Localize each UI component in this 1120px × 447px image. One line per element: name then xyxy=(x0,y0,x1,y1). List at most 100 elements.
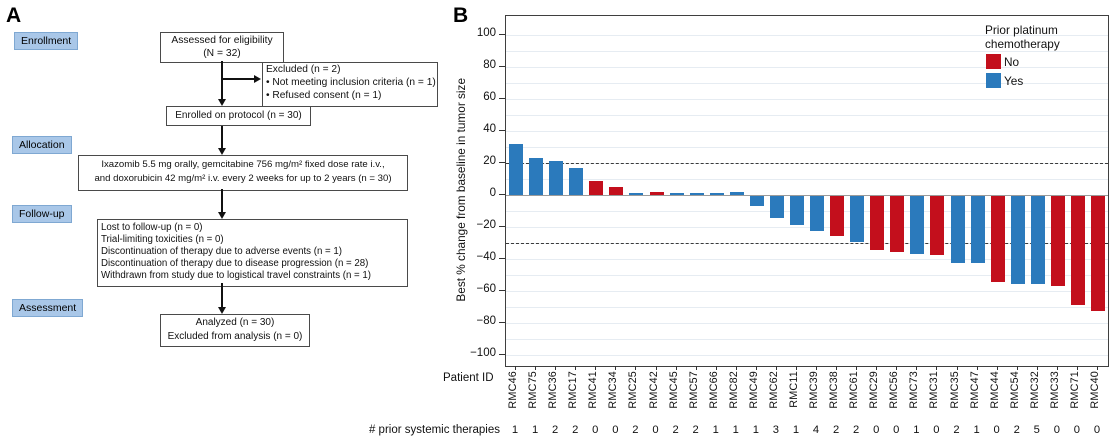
arrow-line-1 xyxy=(221,61,223,100)
bar-RMC34 xyxy=(609,187,624,195)
patient-id-RMC44: RMC44 xyxy=(989,371,1005,421)
bar-RMC46 xyxy=(509,143,524,195)
arrow-head-4 xyxy=(218,307,226,314)
x-tick xyxy=(1016,366,1018,370)
therapies-count-RMC17: 2 xyxy=(572,424,579,436)
x-tick xyxy=(876,366,878,370)
bar-RMC17 xyxy=(569,167,584,195)
bar-RMC36 xyxy=(549,161,564,195)
waterfall-plot-area xyxy=(505,15,1109,367)
patient-id-RMC41: RMC41 xyxy=(587,371,603,421)
patient-id-RMC66: RMC66 xyxy=(708,371,724,421)
therapies-count-RMC56: 0 xyxy=(893,424,900,436)
y-tick-label: 0 xyxy=(489,187,496,199)
box-excluded-line3: • Refused consent (n = 1) xyxy=(266,89,382,101)
patient-id-text: RMC35 xyxy=(948,371,961,409)
x-tick xyxy=(515,366,517,370)
patient-id-RMC34: RMC34 xyxy=(607,371,623,421)
x-tick xyxy=(836,366,838,370)
patient-id-text: RMC49 xyxy=(747,371,760,409)
panel-b-label: B xyxy=(453,4,469,27)
patient-id-text: RMC82 xyxy=(727,371,740,409)
x-tick xyxy=(916,366,918,370)
box-allocation-line1: Ixazomib 5.5 mg orally, gemcitabine 756 … xyxy=(101,159,385,170)
gridline xyxy=(506,115,1108,116)
y-tick-label: 60 xyxy=(483,91,496,103)
patient-id-text: RMC32 xyxy=(1028,371,1041,409)
bar-RMC40 xyxy=(1090,196,1105,312)
patient-id-text: RMC34 xyxy=(607,371,620,409)
patient-id-RMC82: RMC82 xyxy=(728,371,744,421)
patient-id-RMC29: RMC29 xyxy=(868,371,884,421)
patient-id-RMC36: RMC36 xyxy=(547,371,563,421)
patient-id-text: RMC44 xyxy=(988,371,1001,409)
patient-id-text: RMC47 xyxy=(968,371,981,409)
patient-id-RMC57: RMC57 xyxy=(688,371,704,421)
bar-RMC31 xyxy=(930,196,945,256)
gridline xyxy=(506,67,1108,68)
bar-RMC39 xyxy=(810,196,825,232)
bar-RMC75 xyxy=(529,158,544,195)
patient-id-text: RMC31 xyxy=(928,371,941,409)
bar-RMC29 xyxy=(870,196,885,251)
box-assessment: Analyzed (n = 30) Excluded from analysis… xyxy=(160,314,310,347)
arrow-branch-head xyxy=(254,75,261,83)
box-excluded-line1: Excluded (n = 2) xyxy=(266,64,341,75)
y-tick-label: −60 xyxy=(476,283,496,295)
zero-line xyxy=(506,195,1108,196)
patient-id-text: RMC25 xyxy=(627,371,640,409)
gridline xyxy=(506,131,1108,132)
panel-a-label: A xyxy=(6,4,22,27)
y-tick xyxy=(499,98,505,99)
arrow-line-3 xyxy=(221,189,223,212)
patient-id-RMC35: RMC35 xyxy=(949,371,965,421)
gridline xyxy=(506,179,1108,180)
patient-id-RMC17: RMC17 xyxy=(567,371,583,421)
box-followup-line1: Lost to follow-up (n = 0) xyxy=(101,222,203,233)
bar-RMC33 xyxy=(1050,196,1065,286)
arrow-line-4 xyxy=(221,283,223,307)
patient-id-RMC73: RMC73 xyxy=(908,371,924,421)
x-tick xyxy=(956,366,958,370)
patient-id-text: RMC40 xyxy=(1088,371,1101,409)
x-tick xyxy=(976,366,978,370)
legend-label-no: No xyxy=(1004,55,1020,69)
legend-swatch-yes xyxy=(986,73,1001,88)
patient-id-RMC56: RMC56 xyxy=(888,371,904,421)
patient-id-RMC38: RMC38 xyxy=(828,371,844,421)
x-tick xyxy=(896,366,898,370)
y-tick xyxy=(499,258,505,259)
gridline xyxy=(506,51,1108,52)
y-tick xyxy=(499,322,505,323)
patient-id-text: RMC42 xyxy=(647,371,660,409)
x-tick xyxy=(755,366,757,370)
y-tick xyxy=(499,130,505,131)
therapies-count-RMC73: 1 xyxy=(913,424,920,436)
therapies-count-RMC66: 1 xyxy=(712,424,719,436)
bar-RMC11 xyxy=(789,196,804,225)
patient-id-RMC62: RMC62 xyxy=(768,371,784,421)
patient-id-RMC47: RMC47 xyxy=(969,371,985,421)
therapies-count-RMC36: 2 xyxy=(552,424,559,436)
therapies-count-RMC39: 4 xyxy=(812,424,820,436)
patient-id-text: RMC17 xyxy=(567,371,580,409)
box-eligibility-line2: (N = 32) xyxy=(203,48,241,59)
reference-line xyxy=(506,163,1108,164)
x-tick xyxy=(816,366,818,370)
bar-RMC49 xyxy=(749,196,764,206)
therapies-count-RMC46: 1 xyxy=(511,424,519,436)
y-tick-label: −20 xyxy=(476,219,496,231)
patient-id-text: RMC33 xyxy=(1048,371,1061,409)
patient-id-text: RMC54 xyxy=(1008,371,1021,409)
gridline xyxy=(506,259,1108,260)
stage-assessment: Assessment xyxy=(12,299,84,317)
bar-RMC71 xyxy=(1070,196,1085,305)
bar-RMC25 xyxy=(629,192,644,195)
x-tick xyxy=(1096,366,1098,370)
bar-RMC41 xyxy=(589,180,604,195)
y-tick-label: 20 xyxy=(483,155,496,167)
patient-id-RMC54: RMC54 xyxy=(1009,371,1025,421)
patient-id-RMC75: RMC75 xyxy=(527,371,543,421)
bar-RMC56 xyxy=(890,196,905,252)
